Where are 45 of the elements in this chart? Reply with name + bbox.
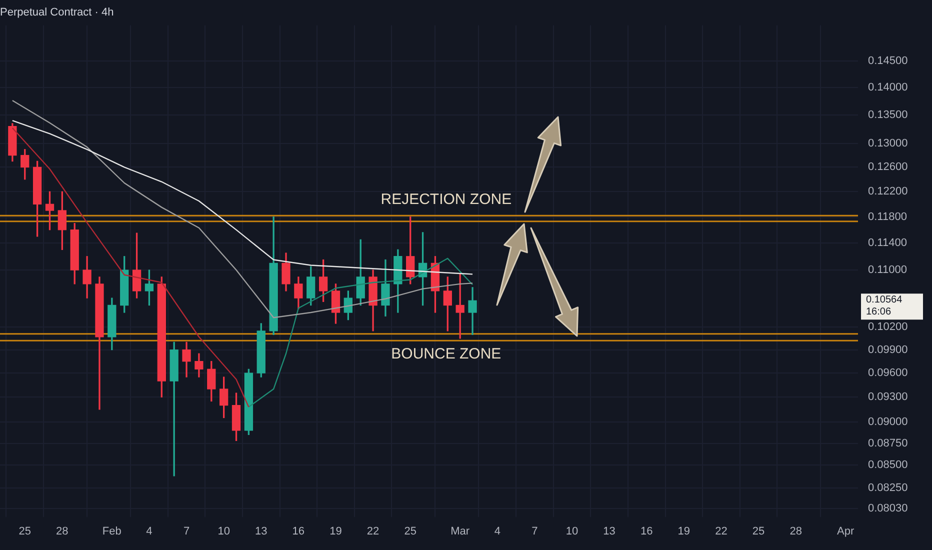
x-tick-label: 16 bbox=[640, 525, 653, 538]
x-tick-label: Apr bbox=[837, 525, 854, 538]
y-tick-label: 0.10200 bbox=[868, 321, 908, 334]
y-tick-label: 0.12200 bbox=[868, 186, 908, 198]
x-tick-label: 7 bbox=[532, 525, 538, 538]
y-tick-label: 0.13000 bbox=[868, 138, 908, 150]
y-tick-label: 0.08030 bbox=[868, 502, 908, 514]
ref-line-label: BOUNCE ZONE bbox=[391, 345, 502, 362]
y-tick-label: 0.12600 bbox=[868, 161, 908, 174]
x-tick-label: 22 bbox=[366, 525, 380, 538]
x-tick-label: 22 bbox=[715, 525, 728, 538]
x-tick-label: 7 bbox=[183, 525, 190, 538]
y-tick-label: 0.09900 bbox=[868, 344, 908, 356]
x-tick-label: 28 bbox=[790, 525, 802, 538]
x-tick-label: 13 bbox=[255, 525, 268, 538]
y-tick-label: 0.09300 bbox=[868, 391, 908, 404]
y-tick-label: 0.11800 bbox=[868, 210, 907, 223]
y-tick-label: 0.13500 bbox=[868, 109, 908, 122]
y-tick-label: 0.14000 bbox=[868, 81, 908, 94]
x-tick-label: 4 bbox=[494, 525, 500, 538]
ref-line-label: REJECTION ZONE bbox=[380, 191, 512, 208]
x-tick-label: 13 bbox=[603, 525, 616, 538]
text: 16:06 bbox=[866, 306, 892, 318]
x-tick-label: 19 bbox=[678, 525, 690, 538]
x-tick-label: 25 bbox=[18, 525, 31, 538]
y-tick-label: 0.08750 bbox=[868, 437, 908, 450]
x-tick-label: 28 bbox=[56, 525, 68, 538]
x-tick-label: Feb bbox=[102, 525, 122, 538]
y-tick-label: 0.11400 bbox=[868, 237, 907, 250]
x-tick-label: 4 bbox=[146, 525, 152, 538]
y-tick-label: 0.11000 bbox=[868, 264, 907, 276]
y-tick-label: 0.14500 bbox=[868, 54, 908, 67]
y-tick-label: 0.08500 bbox=[868, 459, 908, 472]
x-tick-label: 10 bbox=[566, 525, 578, 538]
y-tick-label: 0.09600 bbox=[868, 367, 908, 380]
x-tick-label: 25 bbox=[752, 525, 765, 538]
x-tick-label: 25 bbox=[404, 525, 416, 538]
y-tick-label: 0.09000 bbox=[868, 416, 908, 428]
text: 0.10564 bbox=[866, 294, 903, 306]
chart-title: Perpetual Contract · 4h bbox=[0, 6, 114, 19]
x-tick-label: Mar bbox=[450, 525, 470, 538]
x-tick-label: 10 bbox=[218, 525, 230, 538]
x-tick-label: 19 bbox=[330, 525, 342, 538]
x-tick-label: 16 bbox=[292, 525, 305, 538]
y-tick-label: 0.08250 bbox=[868, 482, 908, 494]
